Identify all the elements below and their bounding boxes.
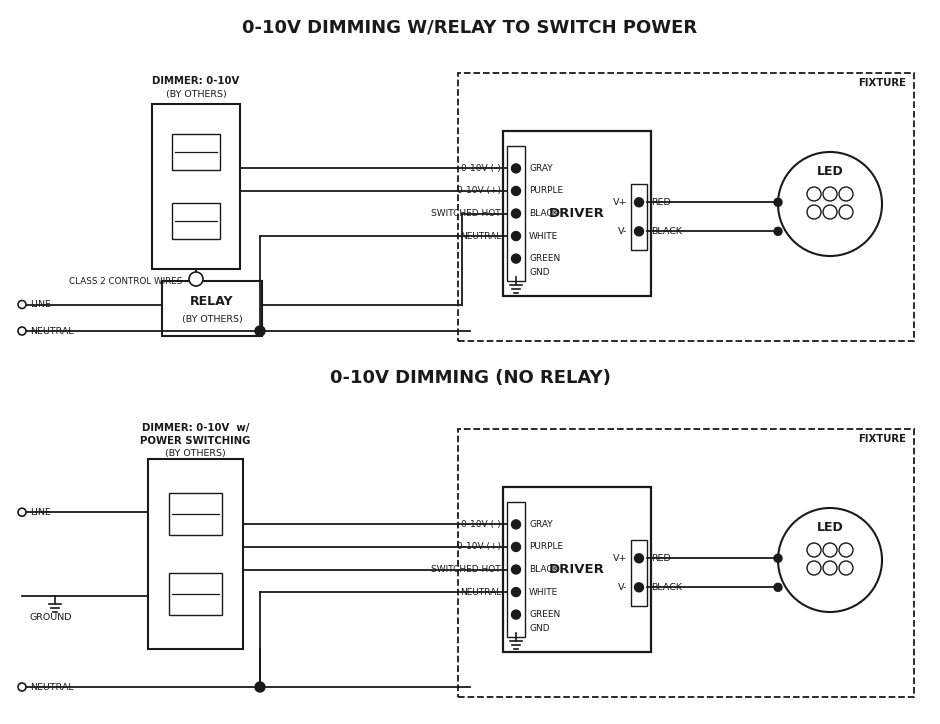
- Text: V-: V-: [618, 583, 627, 592]
- Bar: [152, 104, 240, 269]
- Text: DRIVER: DRIVER: [549, 207, 605, 220]
- Text: BLACK: BLACK: [529, 565, 558, 574]
- Circle shape: [511, 164, 521, 173]
- Circle shape: [511, 588, 521, 597]
- Text: V-: V-: [618, 227, 627, 236]
- Bar: [169, 493, 222, 535]
- Text: V+: V+: [613, 554, 627, 563]
- Text: DRIVER: DRIVER: [549, 563, 605, 576]
- Circle shape: [18, 683, 26, 691]
- Text: (BY OTHERS): (BY OTHERS): [165, 90, 227, 99]
- Circle shape: [511, 520, 521, 529]
- Circle shape: [255, 326, 265, 336]
- Text: RED: RED: [651, 198, 671, 207]
- Text: LED: LED: [817, 521, 843, 534]
- Bar: [503, 487, 651, 652]
- Text: POWER SWITCHING: POWER SWITCHING: [140, 436, 251, 446]
- Bar: [631, 540, 647, 606]
- Text: BLACK: BLACK: [529, 209, 558, 218]
- Text: PURPLE: PURPLE: [529, 187, 563, 195]
- Text: DIMMER: 0-10V  w/: DIMMER: 0-10V w/: [142, 423, 249, 433]
- Text: WHITE: WHITE: [529, 232, 558, 240]
- Circle shape: [774, 227, 782, 235]
- Bar: [507, 502, 525, 637]
- Circle shape: [255, 682, 265, 692]
- Bar: [162, 281, 262, 336]
- Circle shape: [774, 198, 782, 206]
- Text: PURPLE: PURPLE: [529, 542, 563, 552]
- Circle shape: [511, 232, 521, 240]
- Text: GROUND: GROUND: [30, 613, 72, 623]
- Text: NEUTRAL: NEUTRAL: [460, 232, 501, 240]
- Text: RELAY: RELAY: [190, 295, 234, 308]
- Text: 0-10V (+): 0-10V (+): [457, 542, 501, 552]
- Bar: [172, 203, 220, 240]
- Bar: [172, 134, 220, 170]
- Circle shape: [18, 300, 26, 308]
- Text: CLASS 2 CONTROL WIRES: CLASS 2 CONTROL WIRES: [69, 277, 182, 285]
- Text: 0-10V (-): 0-10V (-): [462, 164, 501, 173]
- Text: 0-10V DIMMING (NO RELAY): 0-10V DIMMING (NO RELAY): [330, 369, 610, 387]
- Text: FIXTURE: FIXTURE: [858, 434, 906, 444]
- Text: GREEN: GREEN: [529, 254, 560, 263]
- Text: LINE: LINE: [30, 300, 51, 309]
- Bar: [507, 146, 525, 281]
- Bar: [148, 459, 243, 649]
- Text: BLACK: BLACK: [651, 227, 682, 236]
- Text: SWITCHED HOT: SWITCHED HOT: [431, 209, 501, 218]
- Circle shape: [18, 327, 26, 335]
- Bar: [458, 429, 914, 697]
- Text: BLACK: BLACK: [651, 583, 682, 592]
- Circle shape: [18, 508, 26, 516]
- Circle shape: [511, 610, 521, 619]
- Circle shape: [511, 542, 521, 552]
- Circle shape: [511, 209, 521, 218]
- Circle shape: [634, 227, 644, 236]
- Circle shape: [634, 583, 644, 592]
- Bar: [503, 131, 651, 296]
- Circle shape: [511, 565, 521, 574]
- Circle shape: [634, 554, 644, 563]
- Text: GREEN: GREEN: [529, 610, 560, 619]
- Text: NEUTRAL: NEUTRAL: [30, 683, 73, 691]
- Circle shape: [774, 555, 782, 563]
- Text: DIMMER: 0-10V: DIMMER: 0-10V: [152, 76, 240, 86]
- Text: (BY OTHERS): (BY OTHERS): [181, 315, 243, 324]
- Text: WHITE: WHITE: [529, 588, 558, 597]
- Bar: [458, 73, 914, 341]
- Bar: [631, 184, 647, 250]
- Circle shape: [634, 198, 644, 207]
- Circle shape: [511, 254, 521, 263]
- Text: 0-10V DIMMING W/RELAY TO SWITCH POWER: 0-10V DIMMING W/RELAY TO SWITCH POWER: [243, 18, 697, 36]
- Text: LINE: LINE: [30, 508, 51, 517]
- Text: SWITCHED HOT: SWITCHED HOT: [431, 565, 501, 574]
- Circle shape: [511, 187, 521, 195]
- Text: 0-10V (+): 0-10V (+): [457, 187, 501, 195]
- Text: V+: V+: [613, 198, 627, 207]
- Text: NEUTRAL: NEUTRAL: [30, 327, 73, 335]
- Text: FIXTURE: FIXTURE: [858, 78, 906, 88]
- Circle shape: [774, 584, 782, 592]
- Text: 0-10V (-): 0-10V (-): [462, 520, 501, 529]
- Text: NEUTRAL: NEUTRAL: [460, 588, 501, 597]
- Text: RED: RED: [651, 554, 671, 563]
- Text: GRAY: GRAY: [529, 520, 553, 529]
- Bar: [169, 573, 222, 615]
- Text: (BY OTHERS): (BY OTHERS): [165, 449, 226, 458]
- Text: LED: LED: [817, 165, 843, 178]
- Text: GND: GND: [529, 268, 550, 277]
- Circle shape: [189, 272, 203, 286]
- Text: GRAY: GRAY: [529, 164, 553, 173]
- Text: GND: GND: [529, 624, 550, 633]
